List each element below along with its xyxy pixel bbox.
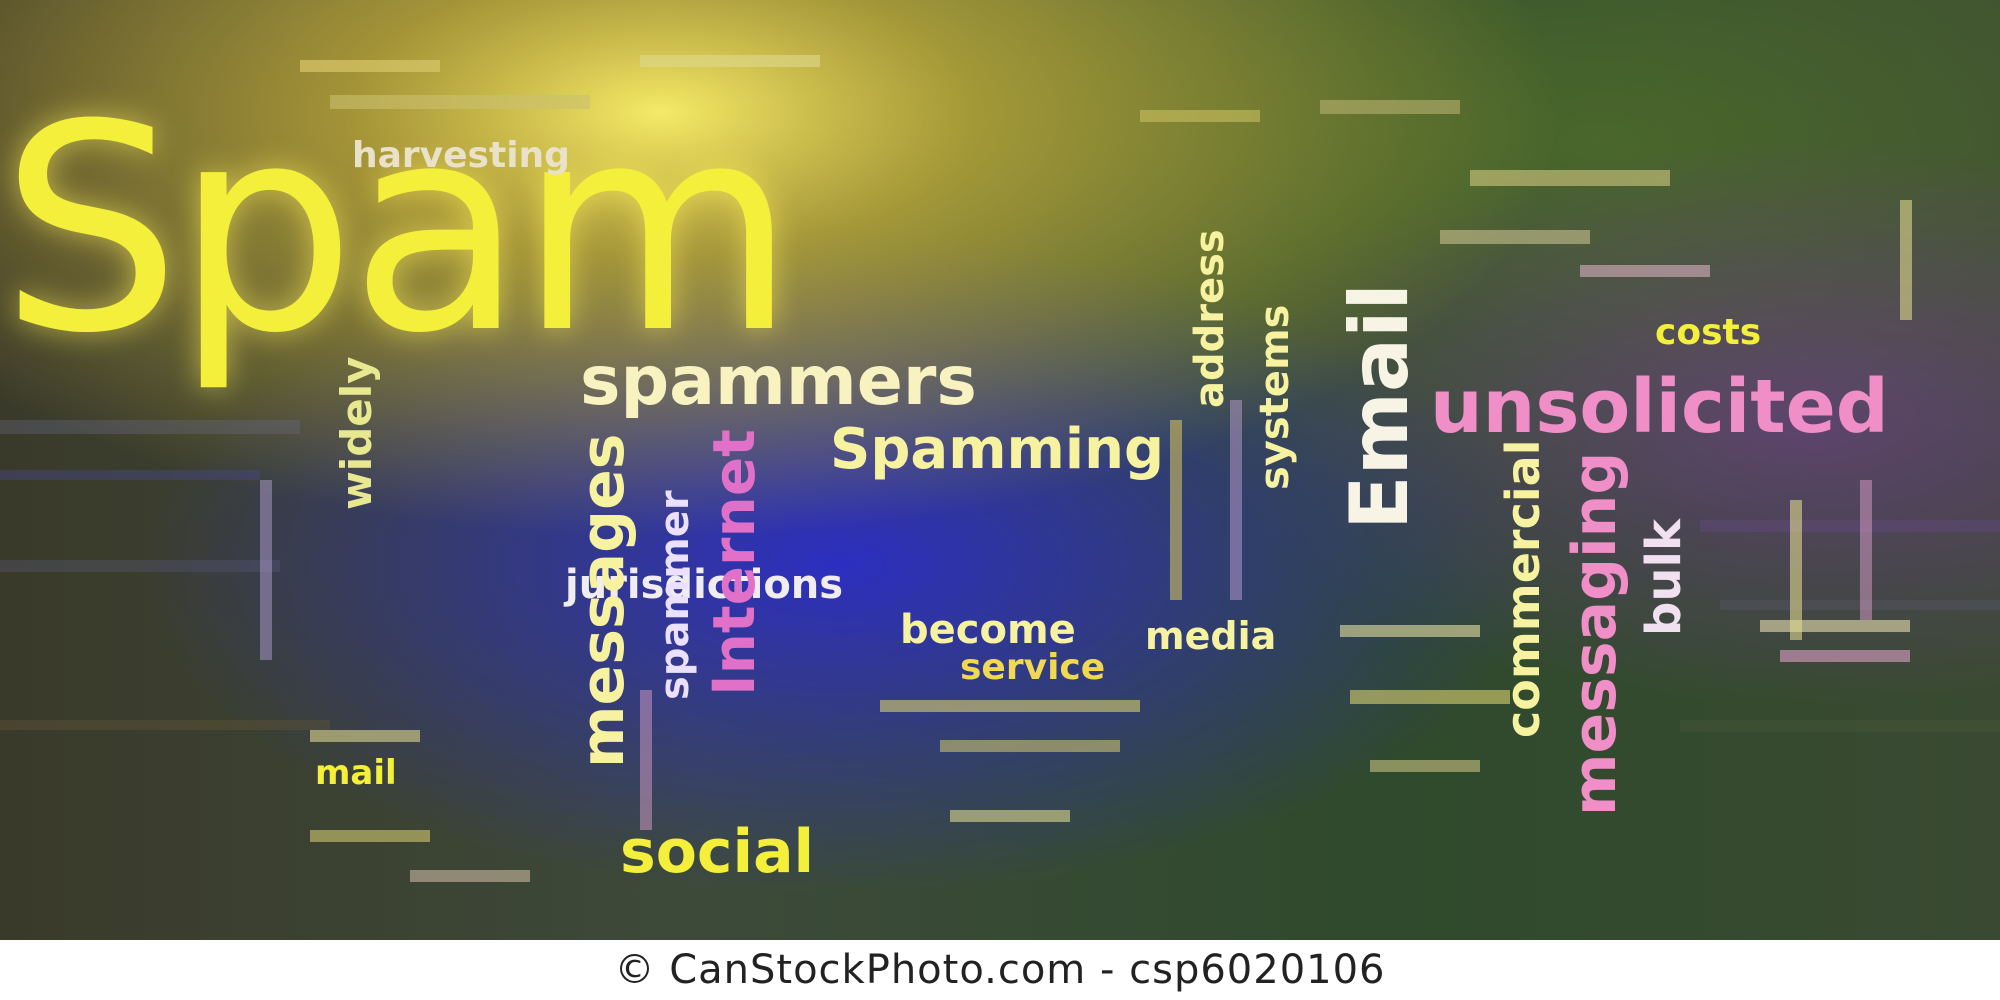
filler-bar (950, 810, 1070, 822)
glow-background (0, 0, 2000, 940)
filler-bar (1370, 760, 1480, 772)
filler-bar (300, 60, 440, 72)
filler-bar (1900, 200, 1912, 320)
image-credit-footer: © CanStockPhoto.com - csp6020106 (0, 940, 2000, 1000)
filler-bar (410, 870, 530, 882)
filler-bar (1230, 400, 1242, 600)
filler-bar (260, 480, 272, 660)
filler-bar (1340, 625, 1480, 637)
filler-bar (1320, 100, 1460, 114)
filler-bar (1170, 420, 1182, 600)
filler-bar (310, 830, 430, 842)
filler-bar (1780, 650, 1910, 662)
word-media: media (1145, 614, 1277, 658)
word-jurisdictions: jurisdictions (565, 562, 844, 608)
word-systems: systems (1252, 304, 1298, 490)
filler-bar (940, 740, 1120, 752)
filler-bar (1860, 480, 1872, 620)
word-widely: widely (332, 356, 381, 510)
word-messaging: messaging (1560, 451, 1630, 816)
word-messages: messages (568, 433, 638, 768)
filler-bar (880, 700, 1140, 712)
word-harvesting: harvesting (352, 135, 570, 176)
word-commercial: commercial (1496, 439, 1550, 738)
word-spam: Spam (0, 64, 796, 396)
word-spamming: Spamming (830, 417, 1165, 482)
word-address: address (1187, 229, 1233, 408)
word-costs: costs (1655, 312, 1762, 353)
filler-bar (310, 730, 420, 742)
word-bulk: bulk (1636, 519, 1692, 636)
word-internet: Internet (700, 429, 768, 696)
word-cloud-image: Spam harvesting spammers Spamming unsoli… (0, 0, 2000, 940)
word-social: social (620, 817, 815, 887)
credit-text: © CanStockPhoto.com - csp6020106 (614, 947, 1386, 993)
filler-bar (640, 690, 652, 830)
filler-bar (640, 55, 820, 67)
filler-bar (1470, 170, 1670, 186)
word-email: Email (1333, 283, 1426, 530)
filler-bar (1790, 500, 1802, 640)
filler-bar (1580, 265, 1710, 277)
filler-bar (1440, 230, 1590, 244)
word-spammers: spammers (580, 342, 977, 421)
word-mail: mail (315, 753, 397, 793)
word-unsolicited: unsolicited (1430, 364, 1889, 450)
word-spammer: spammer (652, 490, 698, 700)
filler-bar (1350, 690, 1510, 704)
filler-bar (330, 95, 590, 109)
filler-bar (1140, 110, 1260, 122)
word-become: become (900, 607, 1076, 653)
filler-bar (1760, 620, 1910, 632)
word-service: service (960, 647, 1106, 688)
